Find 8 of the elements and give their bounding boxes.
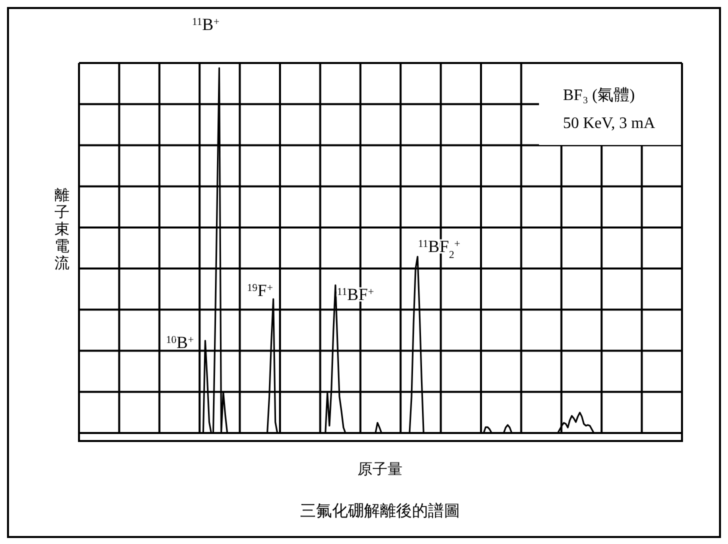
annotation: BF₃ (氣體) [563,87,635,104]
xlabel: 原子量 [358,460,402,478]
annotation: $^{10}$B$^{+}$ [166,333,194,352]
annotation: 50 KeV, 3 mA [563,115,656,132]
annotation: $^{11}$B$^{+}$ [192,15,220,34]
annotation: $^{19}$F$^{+}$ [247,281,273,300]
ylabel: 離子束電流 [54,186,70,272]
title: 三氟化硼解離後的譜圖 [300,501,460,520]
